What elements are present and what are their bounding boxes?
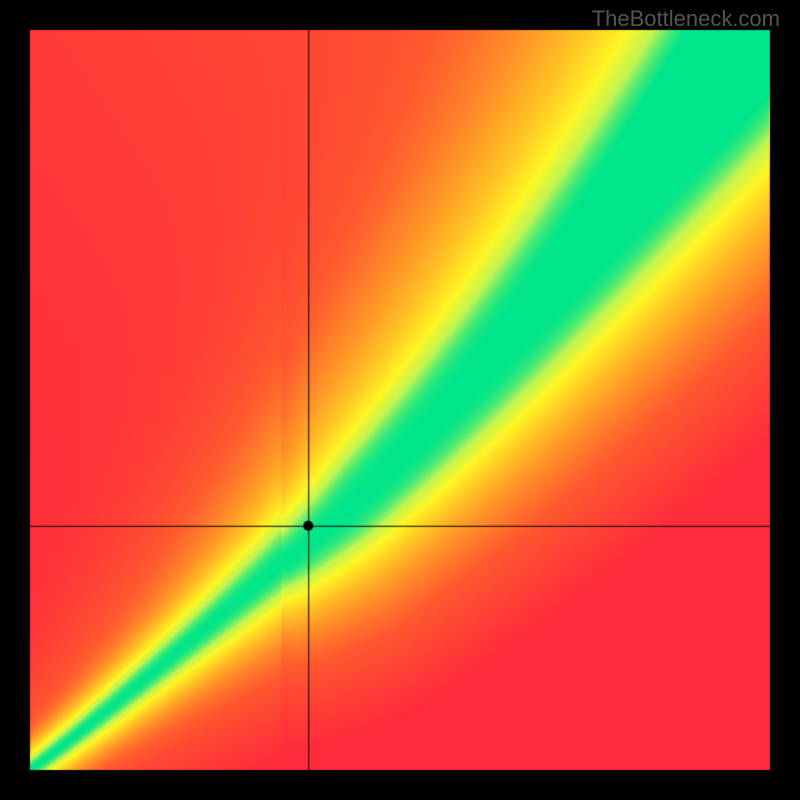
watermark-text: TheBottleneck.com: [592, 6, 780, 32]
heatmap-container: { "watermark": "TheBottleneck.com", "cha…: [0, 0, 800, 800]
bottleneck-heatmap: [0, 0, 800, 800]
